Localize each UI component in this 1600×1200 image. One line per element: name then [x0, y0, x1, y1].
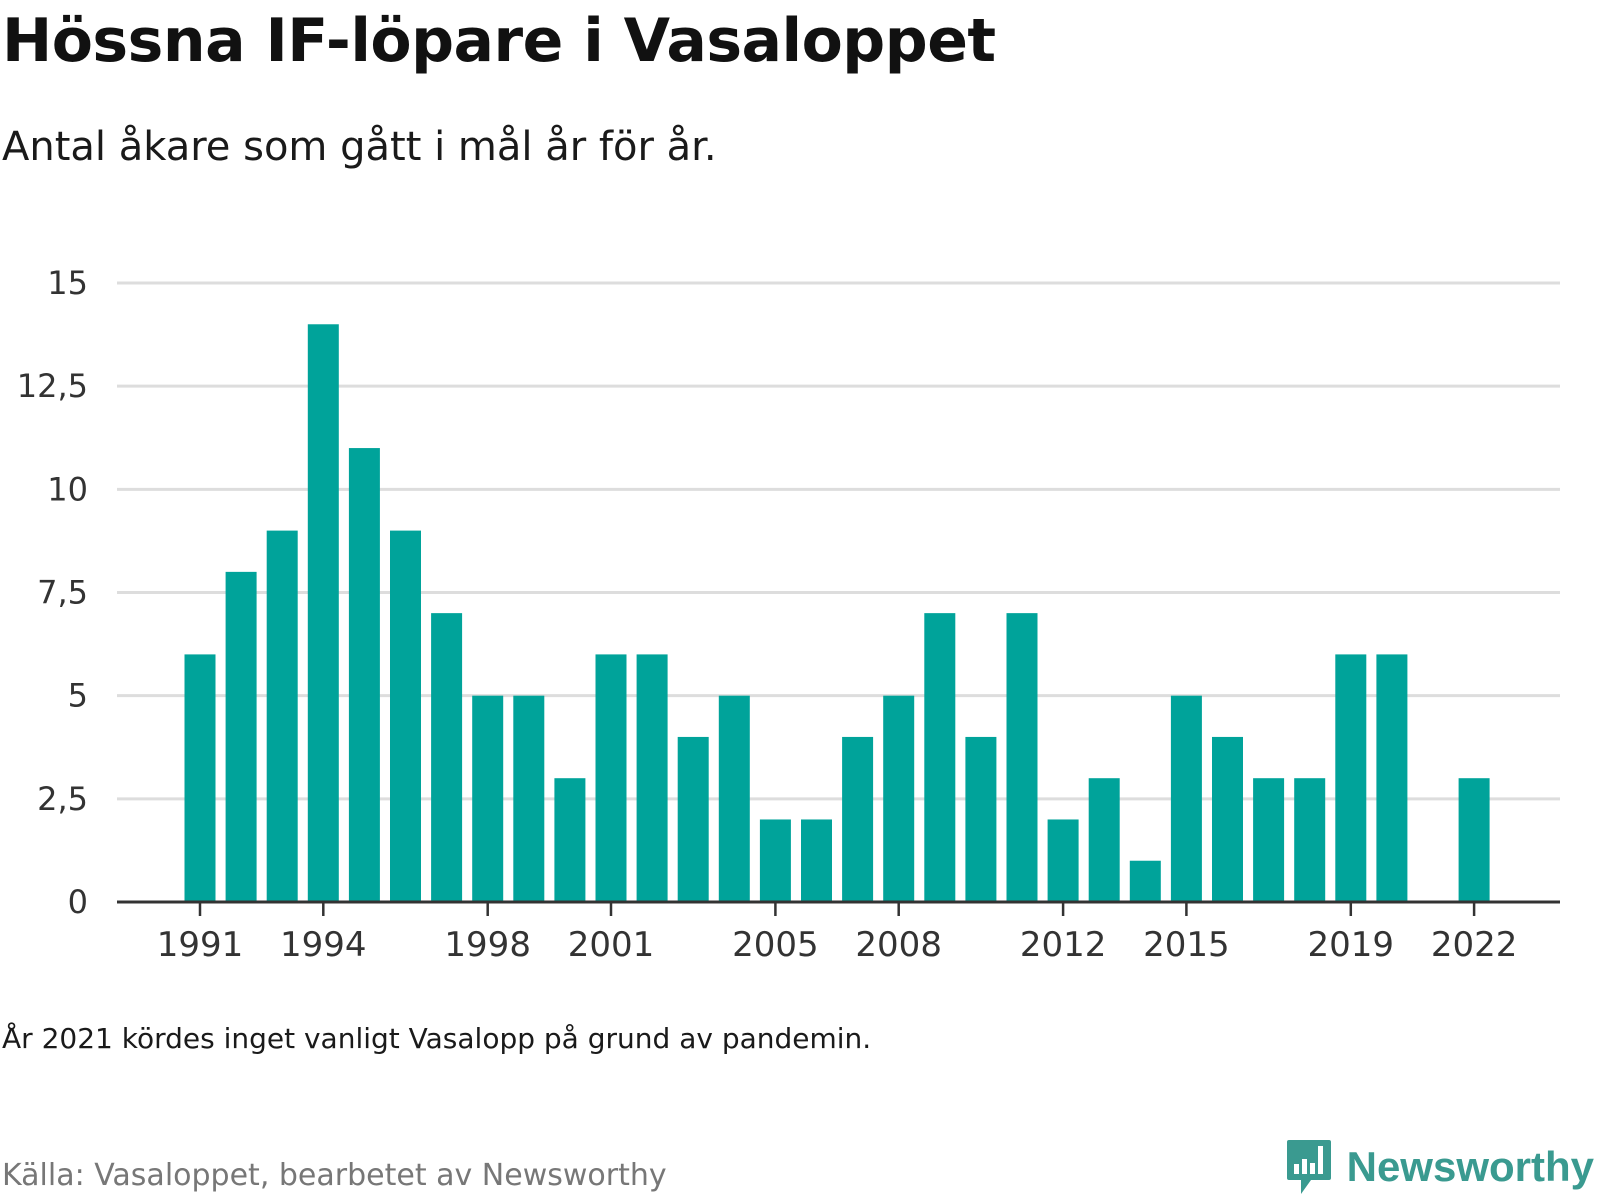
bar-chart: 0 2,5 5 7,5 10 12,5 15 1991 1994 1998 2001 2005 200… [17, 264, 1560, 965]
bar-1995 [348, 448, 380, 902]
brand-name: Newsworthy [1346, 1143, 1594, 1190]
chart-title: Hössna IF-löpare i Vasaloppet [2, 6, 996, 76]
bar-2012 [1047, 819, 1079, 902]
bar-1992 [225, 571, 257, 902]
bars [184, 324, 1490, 902]
x-tick-label: 2008 [855, 925, 942, 965]
x-tick-label: 1991 [157, 925, 244, 965]
bar-1994 [307, 324, 339, 902]
x-axis-ticks: 1991 1994 1998 2001 2005 2008 2012 2015 2019 2022 [157, 902, 1518, 965]
bar-2019 [1335, 654, 1367, 902]
bar-1999 [513, 695, 545, 902]
bar-2001 [595, 654, 627, 902]
bar-1998 [472, 695, 504, 902]
bar-2005 [759, 819, 791, 902]
y-axis-ticks: 0 2,5 5 7,5 10 12,5 15 [17, 264, 88, 921]
bar-2013 [1088, 778, 1120, 902]
bar-2020 [1376, 654, 1408, 902]
y-tick-label: 7,5 [37, 574, 88, 612]
y-tick-label: 0 [68, 883, 88, 921]
x-tick-label: 1994 [280, 925, 367, 965]
bar-1993 [266, 530, 298, 902]
bar-2022 [1458, 778, 1490, 902]
x-tick-label: 2012 [1020, 925, 1107, 965]
y-tick-label: 2,5 [37, 780, 88, 818]
x-tick-label: 2022 [1431, 925, 1518, 965]
bar-2009 [924, 613, 956, 902]
y-tick-label: 10 [47, 470, 88, 508]
bar-2015 [1170, 695, 1202, 902]
bar-2010 [965, 736, 997, 902]
bar-2014 [1129, 860, 1161, 902]
bar-2011 [1006, 613, 1038, 902]
x-tick-label: 2005 [732, 925, 819, 965]
bar-2004 [718, 695, 750, 902]
bar-1991 [184, 654, 216, 902]
x-tick-label: 2015 [1143, 925, 1230, 965]
source-credit: Källa: Vasaloppet, bearbetet av Newswort… [2, 1158, 667, 1193]
bar-2008 [883, 695, 915, 902]
bar-2016 [1212, 736, 1243, 902]
x-tick-label: 1998 [444, 925, 531, 965]
chart-note: År 2021 kördes inget vanligt Vasalopp på… [2, 1022, 872, 1055]
bar-1997 [431, 613, 463, 902]
bar-2000 [554, 778, 586, 902]
bar-1996 [390, 530, 421, 902]
bar-2002 [636, 654, 668, 902]
y-tick-label: 15 [47, 264, 88, 302]
bar-2018 [1294, 778, 1326, 902]
x-tick-label: 2001 [568, 925, 655, 965]
brand-logo: Newsworthy [1285, 1138, 1594, 1196]
x-tick-label: 2019 [1308, 925, 1395, 965]
bar-2003 [677, 736, 709, 902]
bar-2006 [801, 819, 832, 902]
bar-2017 [1253, 778, 1285, 902]
y-tick-label: 5 [68, 677, 88, 715]
bar-2007 [842, 736, 874, 902]
y-tick-label: 12,5 [17, 367, 88, 405]
chart-subtitle: Antal åkare som gått i mål år för år. [2, 124, 717, 170]
newsworthy-logo-icon [1286, 1140, 1331, 1194]
